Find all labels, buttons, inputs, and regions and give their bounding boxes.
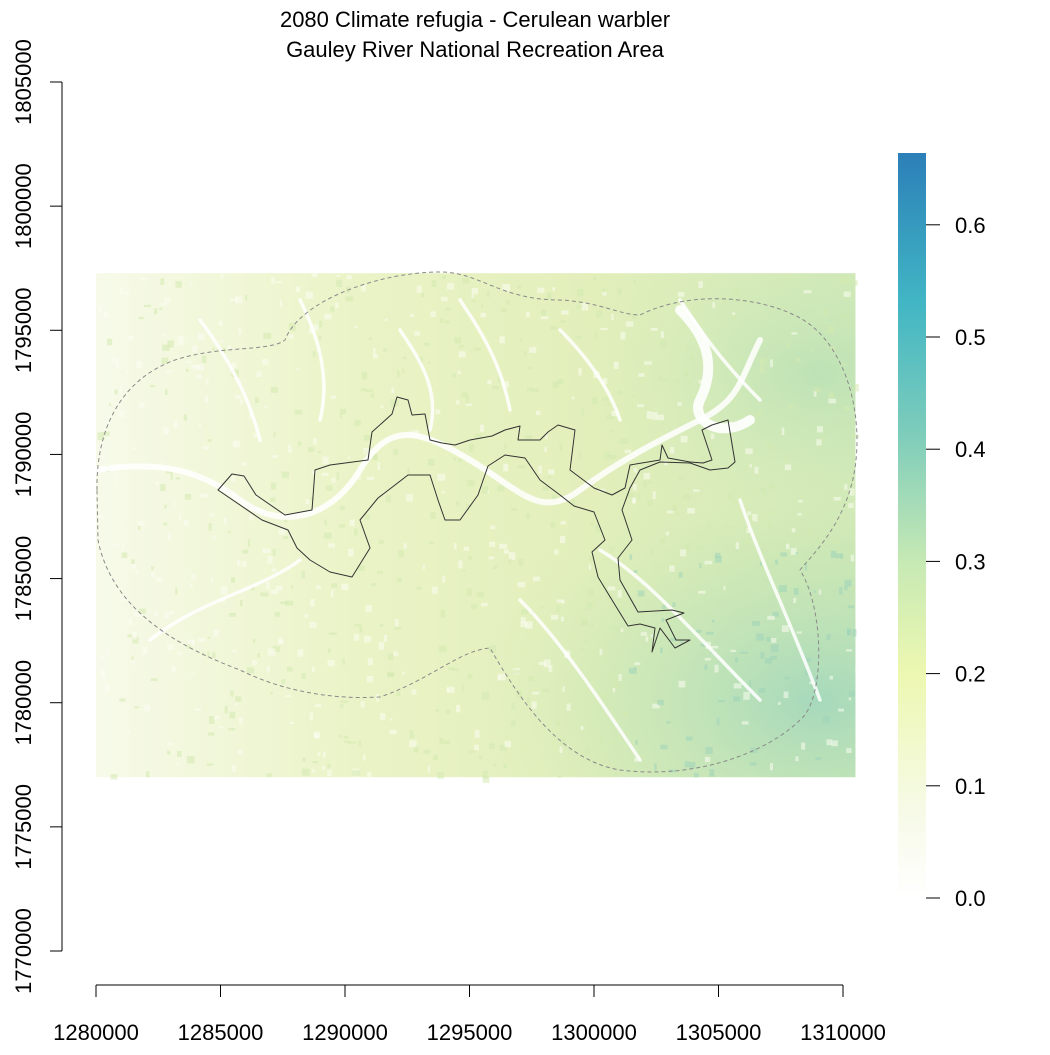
map-title: 2080 Climate refugia - Cerulean warbler … bbox=[280, 7, 670, 62]
refugia-raster bbox=[93, 273, 860, 783]
y-tick-label: 1800000 bbox=[11, 163, 36, 249]
legend-tick-label: 0.5 bbox=[955, 325, 986, 350]
legend-tick-label: 0.6 bbox=[955, 213, 986, 238]
color-legend: 0.0 0.1 0.2 0.3 0.4 0.5 0.6 bbox=[898, 153, 986, 911]
y-tick-label: 1780000 bbox=[11, 660, 36, 746]
x-tick-label: 1290000 bbox=[302, 1020, 388, 1045]
raster-texture bbox=[97, 273, 860, 783]
y-axis: 1770000 1775000 1780000 1785000 1790000 17950… bbox=[11, 39, 63, 994]
buffer-outline bbox=[96, 271, 858, 773]
raster-high-suitability-ne bbox=[96, 273, 856, 778]
legend-tick-label: 0.4 bbox=[955, 437, 986, 462]
y-tick-label: 1775000 bbox=[11, 784, 36, 870]
study-area-buffer bbox=[96, 271, 858, 773]
raster-drainage bbox=[93, 298, 822, 762]
y-tick-label: 1790000 bbox=[11, 412, 36, 498]
legend-tick-label: 0.1 bbox=[955, 774, 986, 799]
legend-tick-label: 0.2 bbox=[955, 662, 986, 687]
x-tick-label: 1285000 bbox=[178, 1020, 264, 1045]
y-tick-label: 1770000 bbox=[11, 908, 36, 994]
x-tick-label: 1300000 bbox=[551, 1020, 637, 1045]
x-tick-label: 1280000 bbox=[53, 1020, 139, 1045]
x-axis: 1280000 1285000 1290000 1295000 1300000 13050… bbox=[53, 984, 886, 1045]
legend-color-bar bbox=[898, 153, 926, 898]
y-tick-label: 1805000 bbox=[11, 39, 36, 125]
x-tick-label: 1295000 bbox=[427, 1020, 513, 1045]
x-tick-label: 1305000 bbox=[676, 1020, 762, 1045]
park-boundary bbox=[217, 396, 736, 653]
legend-tick-label: 0.3 bbox=[955, 549, 986, 574]
y-tick-label: 1795000 bbox=[11, 287, 36, 373]
title-line-1: 2080 Climate refugia - Cerulean warbler bbox=[280, 7, 670, 32]
boundary-outline bbox=[217, 396, 736, 653]
y-tick-label: 1785000 bbox=[11, 536, 36, 622]
x-tick-label: 1310000 bbox=[800, 1020, 886, 1045]
legend-ticks: 0.0 0.1 0.2 0.3 0.4 0.5 0.6 bbox=[926, 213, 986, 911]
title-line-2: Gauley River National Recreation Area bbox=[286, 37, 665, 62]
legend-tick-label: 0.0 bbox=[955, 886, 986, 911]
